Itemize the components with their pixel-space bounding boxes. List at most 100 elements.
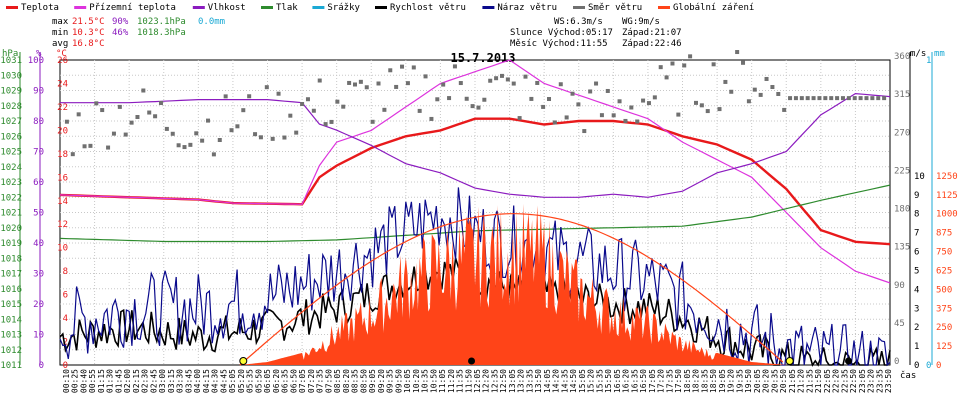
series-sm-r-v-tru-point	[664, 75, 669, 80]
time-tick: 11:20	[447, 369, 456, 393]
hpa_ticks-tick: 1021	[0, 209, 22, 219]
time-tick: 04:15	[202, 369, 211, 393]
hpa_ticks-tick: 1019	[0, 239, 22, 249]
series-sm-r-v-tru-point	[817, 96, 822, 101]
series-sm-r-v-tru-point	[594, 81, 599, 86]
c-tick: 2	[63, 338, 68, 348]
series-sm-r-v-tru-point	[464, 96, 469, 101]
series-sm-r-v-tru-point	[788, 96, 793, 101]
time-tick: 22:05	[823, 369, 832, 393]
series-sm-r-v-tru-point	[352, 82, 357, 87]
wm2-tick: 1000	[936, 210, 958, 220]
axis-unit: %	[36, 49, 42, 59]
series-sm-r-v-tru-point	[305, 97, 310, 102]
series-sm-r-v-tru-point	[782, 107, 787, 112]
pct_ticks-tick: 80	[33, 117, 44, 127]
series-sm-r-v-tru-point	[158, 100, 163, 105]
time-tick: 08:20	[342, 369, 351, 393]
time-tick: 13:05	[508, 369, 517, 393]
time-tick: 17:05	[648, 369, 657, 393]
hpa_ticks-tick: 1023	[0, 178, 22, 188]
time-tick: 12:20	[482, 369, 491, 393]
legend-item: Tlak	[276, 3, 298, 13]
legend-swatch	[375, 6, 387, 9]
legend-item: Vlhkost	[208, 3, 246, 13]
series-sm-r-v-tru-point	[429, 116, 434, 121]
time-tick: 00:25	[71, 369, 80, 393]
time-tick: 10:35	[421, 369, 430, 393]
time-tick: 18:35	[700, 369, 709, 393]
series-sm-r-v-tru-point	[564, 115, 569, 120]
hpa_ticks-tick: 1016	[0, 285, 22, 295]
series-sm-r-v-tru-point	[247, 94, 252, 99]
stat-max_p: 1023.1hPa	[137, 17, 186, 27]
time-tick: 19:35	[735, 369, 744, 393]
stat-min_p: 1018.3hPa	[137, 28, 186, 38]
axis-unit: hPa	[2, 49, 18, 59]
time-tick: 04:45	[219, 369, 228, 393]
time-tick: 08:35	[351, 369, 360, 393]
time-tick: 02:15	[132, 369, 141, 393]
time-tick: 06:35	[281, 369, 290, 393]
series-sm-r-v-tru-point	[405, 81, 410, 86]
c-tick: 26	[57, 56, 68, 66]
series-sm-r-v-tru-point	[129, 120, 134, 125]
stat-max_label: max	[52, 17, 69, 27]
series-sm-r-v-tru-point	[682, 63, 687, 68]
series-clear-sky-line	[239, 213, 784, 366]
wm2-tick: 375	[936, 304, 952, 314]
series-sm-r-v-tru-point	[505, 77, 510, 82]
series-sm-r-v-tru-point	[211, 152, 216, 157]
time-tick: 09:35	[386, 369, 395, 393]
time-tick: 20:05	[753, 369, 762, 393]
time-tick: 08:50	[359, 369, 368, 393]
series-sm-r-v-tru-point	[776, 91, 781, 96]
legend-swatch	[573, 6, 585, 9]
time-tick: 03:00	[158, 369, 167, 393]
time-tick: 17:50	[674, 369, 683, 393]
series-sm-r-v-tru-point	[752, 87, 757, 92]
series-sm-r-v-tru-point	[400, 64, 405, 69]
series-sm-r-v-tru-point	[764, 76, 769, 81]
time-tick: 06:50	[289, 369, 298, 393]
series-sm-r-v-tru-point	[582, 129, 587, 134]
stat-max_h: 90%	[112, 17, 129, 27]
pct_ticks-tick: 50	[33, 209, 44, 219]
time-tick: 00:40	[79, 369, 88, 393]
series-sm-r-v-tru-point	[846, 96, 851, 101]
series-sm-r-v-tru-point	[141, 88, 146, 93]
time-tick: 00:55	[88, 369, 97, 393]
series-sm-r-v-tru-point	[829, 96, 834, 101]
pct_ticks-tick: 100	[28, 56, 44, 66]
time-tick: 02:00	[123, 369, 132, 393]
time-tick: 20:20	[762, 369, 771, 393]
time-tick: 09:20	[377, 369, 386, 393]
series-sm-r-v-tru-point	[729, 89, 734, 94]
time-tick: 07:05	[298, 369, 307, 393]
wm2-tick: 250	[936, 323, 952, 333]
time-tick: 22:20	[832, 369, 841, 393]
series-sm-r-v-tru-point	[552, 120, 557, 125]
series-sm-r-v-tru-point	[100, 108, 105, 113]
sunset-marker	[785, 357, 794, 365]
moonrise-marker	[468, 357, 476, 365]
time-tick: 10:50	[429, 369, 438, 393]
moonset-marker	[845, 357, 852, 365]
hpa_ticks-tick: 1031	[0, 56, 22, 66]
stat-avg_t: 16.8°C	[72, 39, 105, 49]
time-tick: 00:10	[62, 369, 71, 393]
series-sm-r-v-tru-point	[735, 50, 740, 55]
chart-title: 15.7.2013	[450, 51, 515, 65]
series-sm-r-v-tru-point	[835, 96, 840, 101]
time-tick: 02:30	[141, 369, 150, 393]
legend-swatch	[312, 6, 325, 9]
sun-mesic_z: Západ:22:46	[622, 39, 682, 49]
mm-tick: 0	[926, 361, 931, 371]
time-tick: 12:05	[473, 369, 482, 393]
series-sm-r-v-tru-point	[611, 113, 616, 118]
series-sm-r-v-tru-point	[135, 115, 140, 120]
series-sm-r-v-tru-point	[517, 116, 522, 121]
wm2-tick: 1125	[936, 191, 958, 201]
series-sm-r-v-tru-point	[758, 92, 763, 97]
legend-swatch	[261, 6, 273, 9]
